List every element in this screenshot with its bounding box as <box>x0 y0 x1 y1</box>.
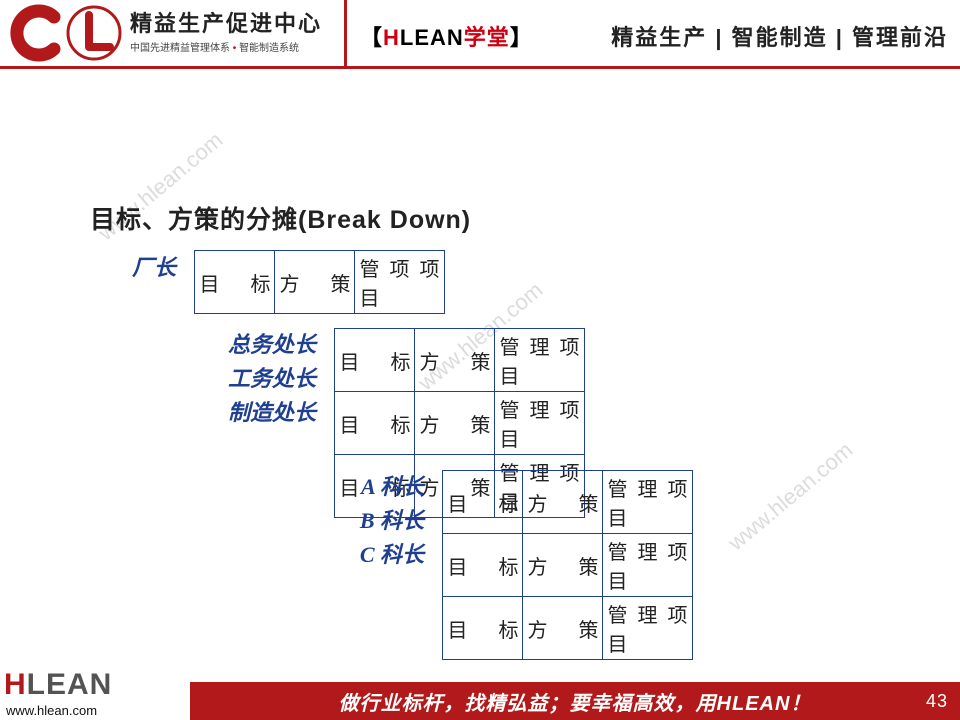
footer-strip: 做行业标杆，找精弘益；要幸福高效，用HLEAN！ 43 <box>190 682 960 720</box>
footer-url: www.hlean.com <box>6 703 97 718</box>
table-row: 目 标 方 策 管理项目 <box>335 329 585 392</box>
cell-policy: 方 策 <box>523 534 603 597</box>
breakdown-table: 目 标 方 策 管项项目 <box>194 250 445 314</box>
cell-goal: 目 标 <box>443 597 523 660</box>
logo-title: 精益生产促进中心 <box>130 12 322 36</box>
cell-policy: 方 策 <box>415 392 495 455</box>
cell-policy: 方 策 <box>523 471 603 534</box>
header-rule <box>0 66 960 69</box>
content-area: www.hlean.com www.hlean.com www.hlean.co… <box>0 70 960 660</box>
cell-goal: 目 标 <box>443 471 523 534</box>
page-title: 目标、方策的分摊(Break Down) <box>90 200 471 236</box>
cell-policy: 方 策 <box>523 597 603 660</box>
logo-l-icon <box>64 3 124 63</box>
slide-page: 精益生产促进中心 中国先进精益管理体系 • 智能制造系统 【HLEAN学堂】 精… <box>0 0 960 720</box>
table-row: 目 标 方 策 管理项目 <box>443 534 693 597</box>
cell-goal: 目 标 <box>443 534 523 597</box>
role-label: 制造处长 <box>210 396 316 430</box>
cell-goal: 目 标 <box>195 251 275 314</box>
header: 精益生产促进中心 中国先进精益管理体系 • 智能制造系统 【HLEAN学堂】 精… <box>0 0 960 70</box>
cell-item: 管项项目 <box>355 251 445 314</box>
cell-item: 管理项目 <box>603 534 693 597</box>
footer-slogan: 做行业标杆，找精弘益；要幸福高效，用HLEAN！ <box>339 687 812 716</box>
header-tags: 精益生产 | 智能制造 | 管理前沿 <box>611 20 948 52</box>
cell-item: 管理项目 <box>603 471 693 534</box>
table-row: 目 标 方 策 管项项目 <box>195 251 445 314</box>
role-label: 工务处长 <box>210 362 316 396</box>
page-number: 43 <box>926 691 948 712</box>
cell-item: 管理项目 <box>603 597 693 660</box>
role-label: C 科长 <box>328 538 424 572</box>
level-3: A 科长 B 科长 C 科长 目 标 方 策 管理项目 目 标 方 策 管理项目 <box>328 470 693 660</box>
role-label: B 科长 <box>328 504 424 538</box>
footer-logo: HLEAN <box>4 668 112 702</box>
cell-item: 管理项目 <box>495 329 585 392</box>
role-label: A 科长 <box>328 470 424 504</box>
header-separator <box>344 0 347 66</box>
table-row: 目 标 方 策 管理项目 <box>443 471 693 534</box>
level-1: 厂长 目 标 方 策 管项项目 <box>100 250 445 314</box>
cell-item: 管理项目 <box>495 392 585 455</box>
role-label: 总务处长 <box>210 328 316 362</box>
table-row: 目 标 方 策 管理项目 <box>335 392 585 455</box>
role-label: 厂长 <box>100 250 176 282</box>
footer-left: HLEAN www.hlean.com <box>0 660 190 720</box>
cell-policy: 方 策 <box>275 251 355 314</box>
logo-c-icon <box>6 3 66 63</box>
watermark: www.hlean.com <box>723 437 858 556</box>
logo-block: 精益生产促进中心 中国先进精益管理体系 • 智能制造系统 <box>6 2 344 64</box>
cell-goal: 目 标 <box>335 329 415 392</box>
brand-label: 【HLEAN学堂】 <box>360 20 533 52</box>
logo-subtitle: 中国先进精益管理体系 • 智能制造系统 <box>130 39 322 54</box>
footer: HLEAN www.hlean.com 做行业标杆，找精弘益；要幸福高效，用HL… <box>0 660 960 720</box>
cell-policy: 方 策 <box>415 329 495 392</box>
breakdown-table: 目 标 方 策 管理项目 目 标 方 策 管理项目 目 标 方 策 管理项目 <box>442 470 693 660</box>
table-row: 目 标 方 策 管理项目 <box>443 597 693 660</box>
cell-goal: 目 标 <box>335 392 415 455</box>
